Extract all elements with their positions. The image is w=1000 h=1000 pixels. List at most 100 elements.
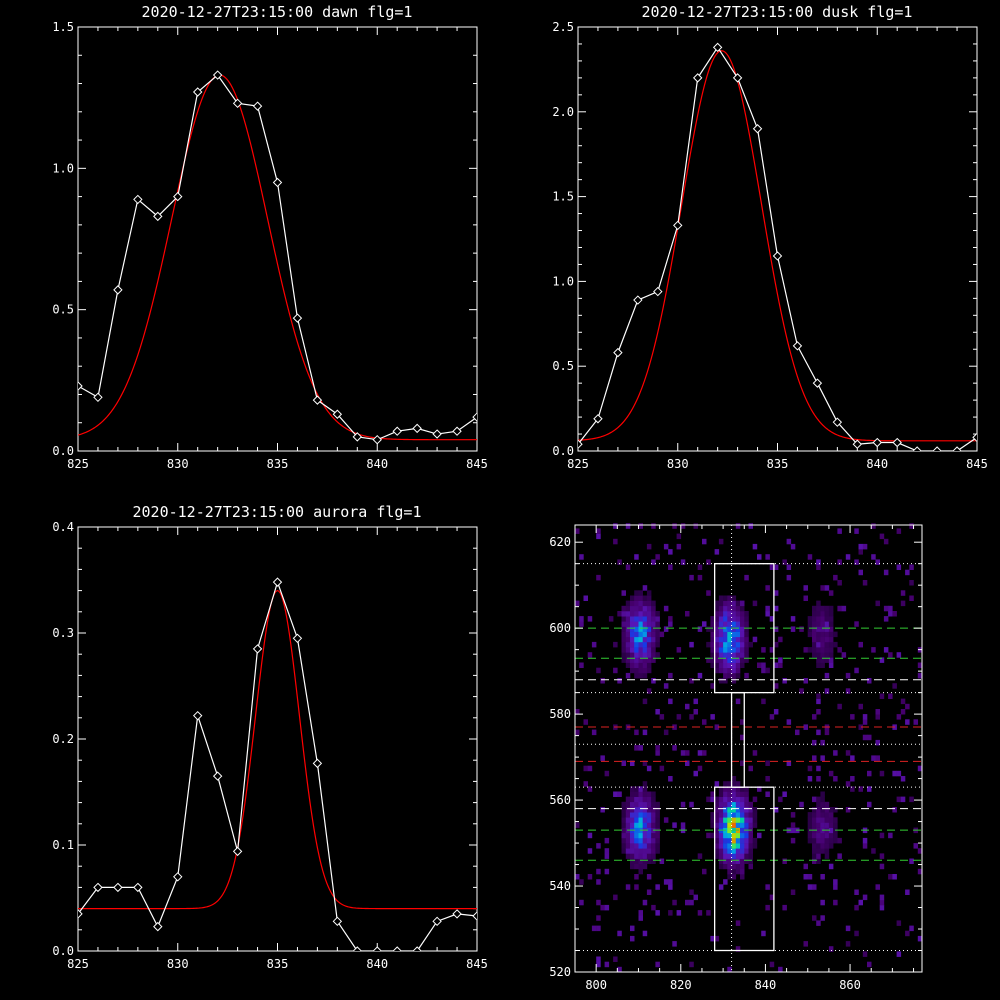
heatmap-cell (748, 858, 753, 864)
heatmap-cell (714, 616, 720, 622)
heatmap-cell (634, 745, 639, 751)
heatmap-cell (735, 621, 741, 627)
heatmap-cell (744, 807, 749, 813)
heatmap-cell (646, 791, 652, 797)
heatmap-cell (710, 616, 715, 622)
heatmap-cell (646, 641, 652, 648)
heatmap-cell (905, 889, 910, 895)
heatmap-cell (816, 616, 821, 622)
heatmap-cell (613, 894, 618, 901)
aurora-data-point (472, 911, 477, 921)
dawn-data-point (412, 423, 422, 434)
heatmap-cell (744, 812, 749, 818)
heatmap-y-tick-label: 540 (549, 879, 571, 893)
heatmap-cell (591, 729, 597, 736)
heatmap-cell (748, 523, 753, 529)
heatmap-cell (727, 657, 732, 663)
heatmap-cell (752, 807, 758, 813)
heatmap-cell (651, 600, 656, 607)
heatmap-cell (744, 791, 749, 797)
heatmap-cell (600, 904, 605, 911)
heatmap-cell (714, 812, 720, 818)
heatmap-cell (773, 590, 779, 596)
heatmap-cell (659, 714, 665, 720)
heatmap-cell (727, 647, 732, 653)
heatmap-cell (638, 641, 643, 648)
heatmap-cell (824, 631, 830, 638)
heatmap-cell (638, 595, 643, 601)
heatmap-cell (786, 574, 792, 581)
heatmap-cell (651, 832, 656, 839)
dawn-data-point (153, 211, 163, 222)
heatmap-cell (638, 657, 643, 663)
dusk-data-point (653, 286, 663, 297)
heatmap-cell (621, 832, 626, 839)
heatmap-cell (723, 595, 728, 601)
aurora-x-tick-label: 835 (267, 957, 289, 971)
heatmap-cell (638, 652, 643, 658)
heatmap-cell (828, 641, 834, 648)
dawn-x-tick-label: 840 (366, 457, 388, 471)
heatmap-cell (816, 564, 821, 570)
heatmap-cell (820, 843, 825, 849)
heatmap-cell (634, 662, 639, 668)
heatmap-cell (824, 636, 830, 643)
heatmap-cell (727, 595, 732, 601)
heatmap-cell (642, 807, 648, 813)
heatmap-cell (621, 626, 626, 632)
heatmap-y-tick-label: 560 (549, 793, 571, 807)
heatmap-cell (655, 807, 660, 813)
heatmap-cell (634, 874, 639, 880)
heatmap-cell (875, 709, 880, 715)
heatmap-cell (905, 930, 910, 937)
heatmap-cell (731, 791, 737, 797)
heatmap-cell (909, 523, 914, 529)
heatmap-cell (845, 781, 851, 787)
heatmap-cell (812, 755, 817, 761)
heatmap-cell (816, 621, 821, 627)
heatmap-cell (625, 884, 631, 890)
heatmap-cell (744, 786, 749, 792)
heatmap-cell (714, 832, 720, 839)
heatmap-cell (824, 843, 830, 849)
dusk-panel: 2020-12-27T23:15:00 dusk flg=1 825 830 835… (552, 3, 988, 471)
heatmap-cell (858, 786, 863, 792)
heatmap-cell (651, 904, 656, 911)
heatmap-cell (718, 832, 724, 839)
heatmap-cell (820, 626, 825, 632)
heatmap-cell (613, 791, 618, 797)
heatmap-cell (828, 636, 834, 643)
heatmap-cell (913, 719, 918, 725)
heatmap-cell (625, 631, 631, 638)
heatmap-cell (735, 858, 741, 864)
heatmap-cell (646, 636, 652, 643)
heatmap-cell (778, 662, 783, 668)
heatmap-cell (858, 549, 863, 555)
heatmap-cell (697, 853, 703, 859)
heatmap-cell (642, 616, 648, 622)
heatmap-cell (680, 559, 686, 565)
heatmap-cell (854, 930, 859, 937)
heatmap-cell (634, 884, 639, 890)
heatmap-cell (706, 832, 711, 839)
spectral-image-panel: 800 820 840 860 520 540 560 580 600 620 (549, 523, 923, 992)
heatmap-cell (723, 791, 728, 797)
heatmap-cell (854, 621, 859, 627)
heatmap-cell (900, 796, 906, 803)
heatmap-cell (718, 817, 724, 823)
dawn-data-point (173, 191, 183, 202)
heatmap-cell (828, 605, 834, 612)
heatmap-cell (642, 672, 648, 679)
heatmap-cell (621, 822, 626, 828)
heatmap-cell (807, 631, 813, 638)
heatmap-cell (740, 636, 745, 643)
heatmap-cell (727, 672, 732, 679)
heatmap-cell (672, 941, 677, 947)
heatmap-cell (668, 621, 673, 627)
heatmap-cell (663, 605, 669, 612)
heatmap-cell (714, 822, 720, 828)
heatmap-cell (833, 807, 838, 813)
heatmap-cell (702, 538, 707, 545)
heatmap-cell (854, 559, 859, 565)
heatmap-cell (740, 611, 745, 617)
